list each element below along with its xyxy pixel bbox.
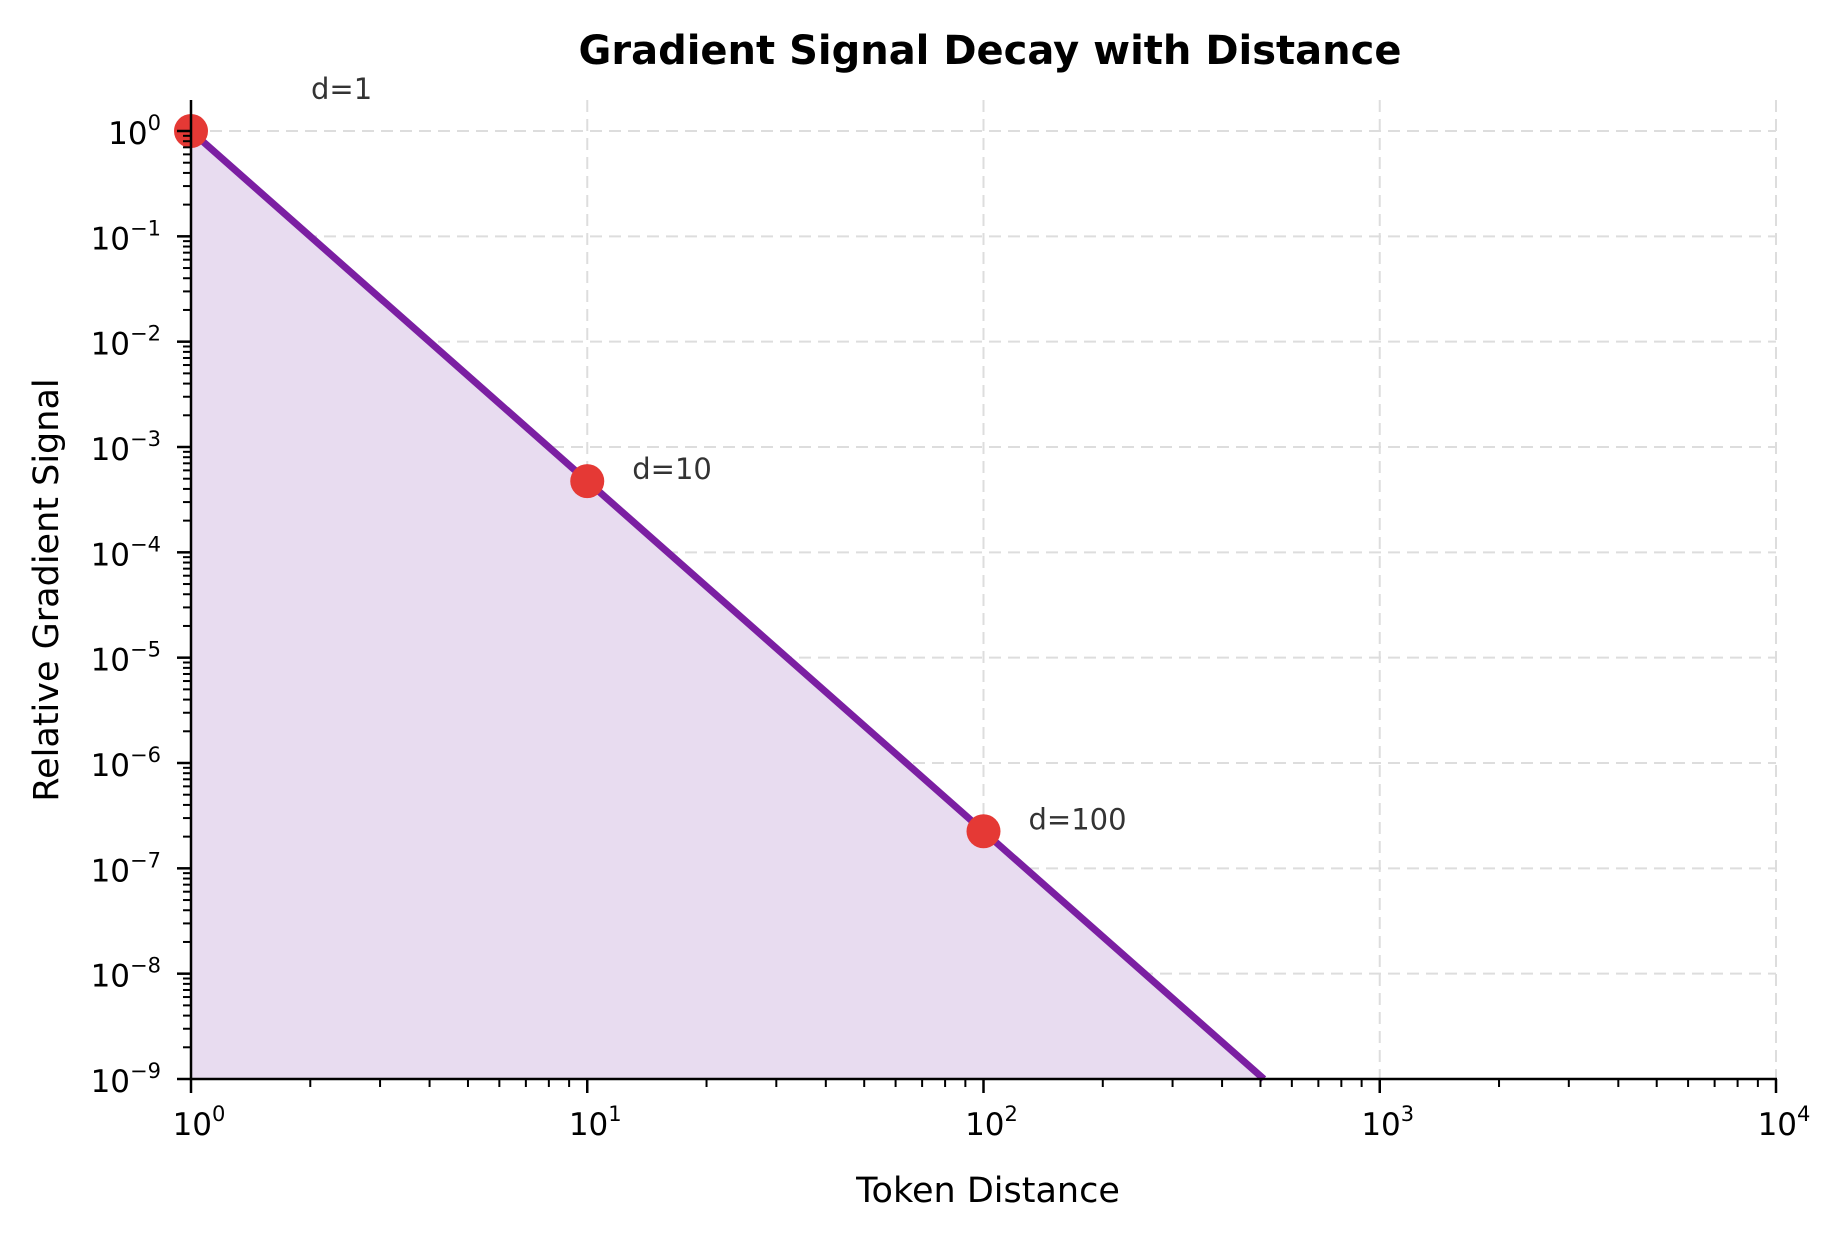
tick-label: 101 (569, 1102, 622, 1143)
decay-line (188, 128, 1267, 1082)
tick-label: 10−5 (91, 638, 161, 679)
tick-label: 10−4 (91, 532, 161, 573)
chart-title: Gradient Signal Decay with Distance (579, 28, 1402, 74)
tick-label: 10−2 (91, 322, 161, 363)
tick-label: 100 (173, 1102, 226, 1143)
tick-label: 102 (965, 1102, 1018, 1143)
tick-label: 10−7 (91, 848, 161, 889)
ticks: 100 101 102 103 104 100 10−1 10−2 10−3 10−4 10−5 10… (91, 111, 1811, 1143)
point-annotation: d=1 (311, 72, 372, 106)
tick-label: 10−9 (91, 1059, 161, 1100)
point-annotation: d=10 (632, 452, 712, 486)
x-axis-label: Token Distance (855, 1171, 1120, 1211)
highlighted-points: d=1 d=10 d=100 (174, 72, 1127, 849)
tick-label: 10−8 (91, 954, 161, 995)
grid-lines (190, 100, 1777, 1080)
data-point-marker (966, 814, 1001, 849)
tick-label: 103 (1361, 1102, 1414, 1143)
tick-label: 10−1 (91, 216, 161, 257)
y-axis-label: Relative Gradient Signal (27, 378, 67, 801)
tick-label: 104 (1758, 1102, 1811, 1143)
data-point-marker (570, 464, 605, 499)
point-annotation: d=100 (1029, 802, 1127, 836)
tick-label: 100 (108, 111, 161, 152)
tick-label: 10−3 (91, 427, 161, 468)
tick-label: 10−6 (91, 743, 161, 784)
